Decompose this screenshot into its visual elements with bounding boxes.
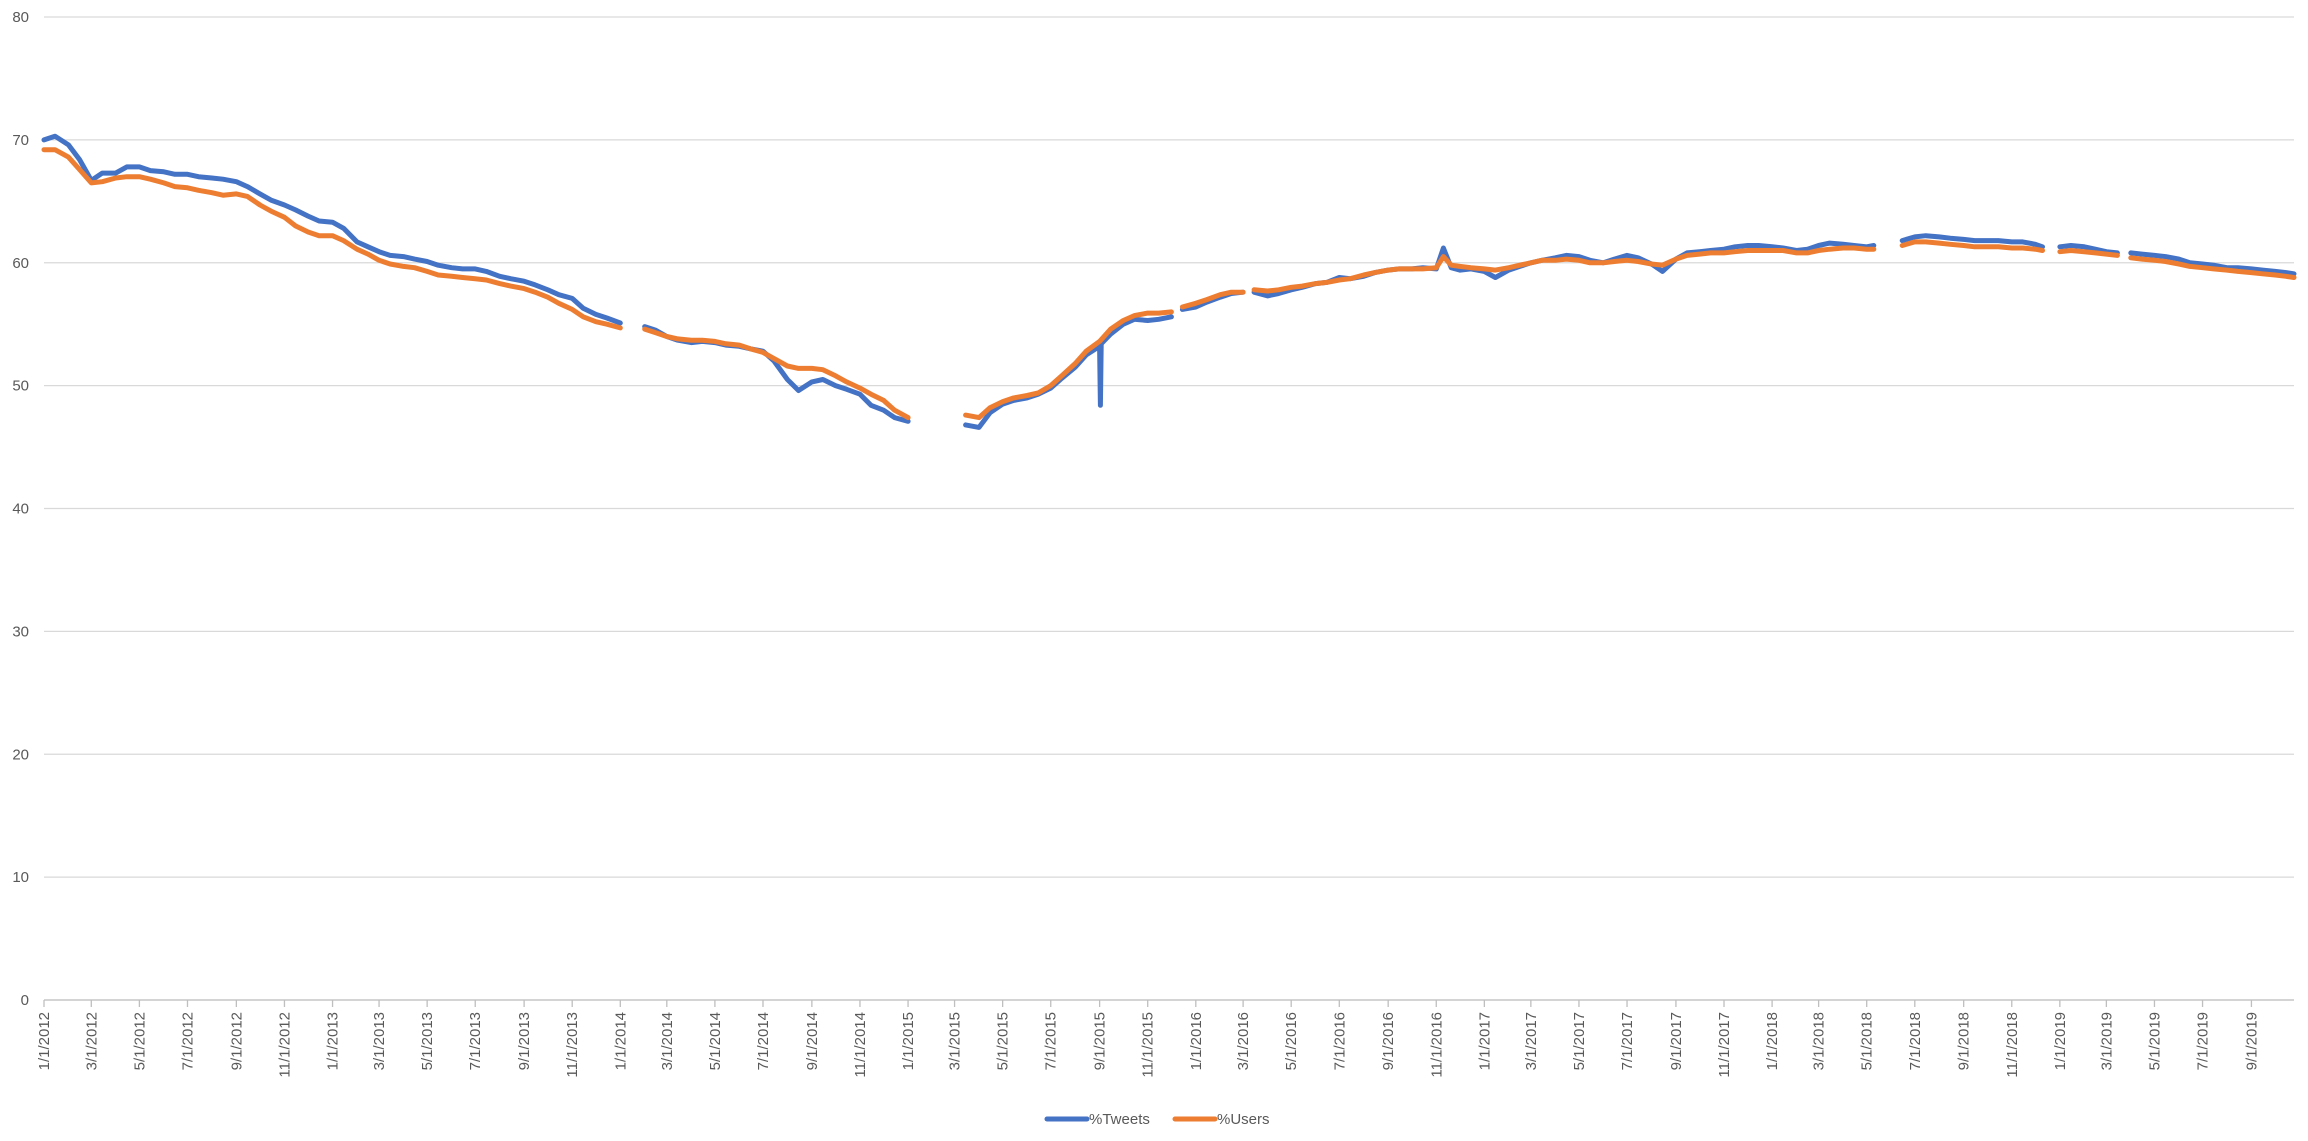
x-tick-label: 11/1/2016: [1428, 1012, 1445, 1078]
x-tick-label: 11/1/2017: [1716, 1012, 1733, 1078]
x-tick-label: 9/1/2018: [1956, 1012, 1973, 1070]
x-tick-label: 3/1/2014: [659, 1012, 676, 1070]
legend-label: %Users: [1217, 1111, 1270, 1128]
x-tick-label: 5/1/2018: [1859, 1012, 1876, 1070]
series-line-segment: [2128, 255, 2297, 280]
series-line-segment: [41, 147, 623, 331]
y-tick-label: 70: [12, 132, 29, 149]
y-tick-label: 20: [12, 746, 29, 763]
x-tick-label: 9/1/2013: [516, 1012, 533, 1070]
series-line-segment: [963, 309, 1174, 421]
series-users: [41, 147, 2297, 421]
x-tick-label: 9/1/2012: [228, 1012, 245, 1070]
x-tick-label: 9/1/2017: [1668, 1012, 1685, 1070]
series-line-segment: [1899, 233, 2045, 250]
y-tick-label: 80: [12, 9, 29, 26]
x-tick-label: 5/1/2014: [707, 1012, 724, 1070]
series-line-segment: [41, 133, 623, 326]
x-tick-label: 1/1/2015: [900, 1012, 917, 1070]
legend-label: %Tweets: [1089, 1111, 1150, 1128]
x-tick-label: 3/1/2015: [947, 1012, 964, 1070]
series-line-segment: [1899, 239, 2045, 253]
x-tick-label: 1/1/2018: [1764, 1012, 1781, 1070]
x-tick-label: 9/1/2019: [2243, 1012, 2260, 1070]
x-tick-label: 7/1/2014: [755, 1012, 772, 1070]
x-tick-label: 3/1/2018: [1811, 1012, 1828, 1070]
x-tick-label: 5/1/2016: [1283, 1012, 1300, 1070]
x-tick-label: 7/1/2013: [467, 1012, 484, 1070]
x-tick-label: 3/1/2016: [1235, 1012, 1252, 1070]
x-tick-label: 9/1/2014: [804, 1012, 821, 1070]
x-tick-label: 5/1/2012: [131, 1012, 148, 1070]
x-tick-label: 11/1/2014: [852, 1012, 869, 1078]
x-tick-label: 11/1/2012: [276, 1012, 293, 1078]
series-line-segment: [2128, 250, 2297, 277]
series-line-segment: [2057, 248, 2120, 258]
series-lines: [41, 133, 2297, 430]
x-tick-label: 7/1/2019: [2195, 1012, 2212, 1070]
x-tick-label: 11/1/2018: [2004, 1012, 2021, 1078]
y-tick-label: 30: [12, 623, 29, 640]
x-tick-label: 5/1/2013: [419, 1012, 436, 1070]
series-tweets: [41, 133, 2297, 430]
x-tick-label: 3/1/2017: [1523, 1012, 1540, 1070]
x-tick-label: 5/1/2019: [2146, 1012, 2163, 1070]
x-tick-label: 1/1/2012: [36, 1012, 53, 1070]
y-tick-label: 50: [12, 378, 29, 395]
y-tick-label: 60: [12, 255, 29, 272]
x-tick-label: 1/1/2017: [1476, 1012, 1493, 1070]
y-tick-label: 0: [21, 992, 29, 1009]
x-tick-label: 11/1/2013: [564, 1012, 581, 1078]
gridlines: [44, 16, 2294, 1001]
x-tick-label: 7/1/2015: [1043, 1012, 1060, 1070]
x-tick-label: 11/1/2015: [1140, 1012, 1157, 1078]
x-tick-label: 3/1/2013: [371, 1012, 388, 1070]
x-axis: 1/1/2012 3/1/2012 5/1/2012 7/1/2012 9/1/2012…: [36, 999, 2294, 1078]
series-line-segment: [1179, 289, 1246, 310]
x-tick-label: 9/1/2016: [1380, 1012, 1397, 1070]
series-line-segment: [1251, 245, 1877, 294]
y-axis-tick-labels: 0 10 20 30 40 50 60 70 80: [12, 9, 29, 1009]
x-tick-label: 7/1/2016: [1331, 1012, 1348, 1070]
y-tick-label: 10: [12, 869, 29, 886]
x-tick-label: 7/1/2018: [1907, 1012, 1924, 1070]
legend: %Tweets %Users: [1044, 1111, 1270, 1128]
series-line-segment: [642, 326, 911, 421]
x-tick-label: 9/1/2015: [1092, 1012, 1109, 1070]
x-tick-label: 1/1/2014: [612, 1012, 629, 1070]
x-tick-label: 3/1/2012: [83, 1012, 100, 1070]
x-tick-label: 5/1/2017: [1571, 1012, 1588, 1070]
x-tick-label: 7/1/2017: [1619, 1012, 1636, 1070]
x-tick-label: 3/1/2019: [2098, 1012, 2115, 1070]
x-tick-label: 5/1/2015: [995, 1012, 1012, 1070]
x-tick-label: 1/1/2016: [1188, 1012, 1205, 1070]
y-tick-label: 40: [12, 501, 29, 518]
x-tick-label: 7/1/2012: [179, 1012, 196, 1070]
x-tick-label: 1/1/2019: [2052, 1012, 2069, 1070]
x-tick-label: 1/1/2013: [325, 1012, 342, 1070]
